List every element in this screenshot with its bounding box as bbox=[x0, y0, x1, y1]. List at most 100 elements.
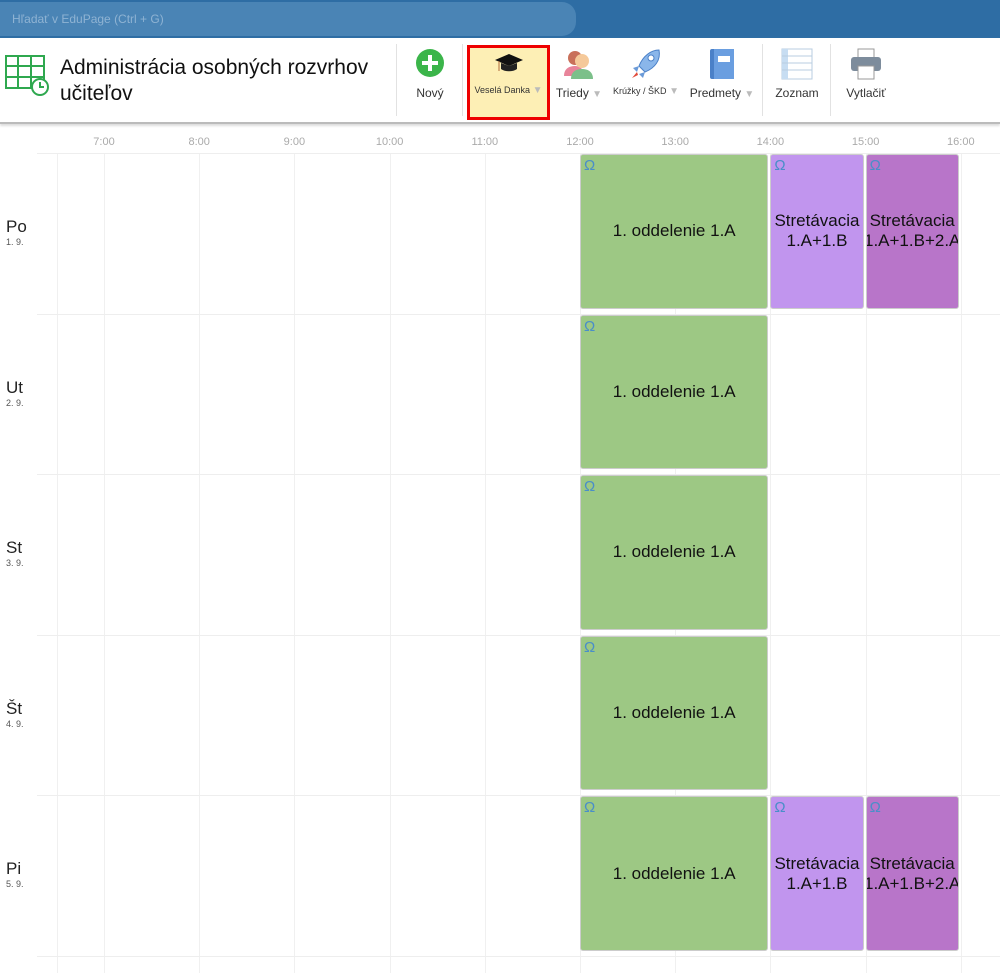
grid-line bbox=[389, 153, 391, 973]
lesson-text-line: Stretávacia bbox=[774, 211, 860, 231]
grid-line bbox=[37, 956, 1000, 957]
grid-line bbox=[770, 153, 772, 973]
lesson-card[interactable]: Ω 1. oddelenie 1.A bbox=[580, 475, 769, 630]
printer-icon bbox=[849, 48, 883, 83]
day-date: 4. 9. bbox=[6, 718, 24, 729]
lesson-title: Stretávacia 1.A+1.B bbox=[774, 211, 859, 251]
chevron-down-icon: ▼ bbox=[744, 89, 755, 100]
hour-label: 12:00 bbox=[566, 136, 594, 148]
lesson-text-line: 1.A+1.B bbox=[786, 873, 848, 893]
substitution-icon: Ω bbox=[869, 799, 881, 817]
substitution-icon: Ω bbox=[774, 799, 786, 817]
grid-line bbox=[104, 153, 105, 973]
lesson-text-line: Stretávacia bbox=[869, 211, 955, 231]
lesson-card[interactable]: Ω Stretávacia 1.A+1.B+2.A bbox=[865, 796, 959, 951]
grid-line bbox=[294, 153, 296, 973]
lesson-card[interactable]: Ω 1. oddelenie 1.A bbox=[580, 314, 769, 470]
grid-line bbox=[960, 153, 962, 973]
header: Administrácia osobných rozvrhov učiteľov… bbox=[0, 38, 1000, 124]
lesson-text-line: 1. oddelenie 1.A bbox=[612, 542, 736, 562]
top-bar: Hľadať v EduPage (Ctrl + G) bbox=[0, 0, 1000, 38]
grid-line bbox=[37, 153, 1000, 154]
day-label: Pi 5. 9. bbox=[6, 859, 24, 889]
day-label: Po 1. 9. bbox=[6, 217, 27, 247]
day-name: St bbox=[6, 538, 23, 558]
search-input[interactable]: Hľadať v EduPage (Ctrl + G) bbox=[0, 2, 576, 36]
rocket-icon bbox=[629, 48, 663, 83]
users-icon bbox=[562, 48, 596, 83]
lesson-title: 1. oddelenie 1.A bbox=[613, 703, 736, 723]
teacher-select-button[interactable]: Veselá Danka ▼ bbox=[467, 45, 550, 120]
substitution-icon: Ω bbox=[584, 638, 596, 656]
hour-label: 14:00 bbox=[756, 136, 785, 148]
lesson-card[interactable]: Ω 1. oddelenie 1.A bbox=[580, 635, 769, 791]
grid-line bbox=[37, 313, 1000, 315]
day-date: 5. 9. bbox=[6, 879, 24, 890]
new-button[interactable]: Nový bbox=[408, 46, 452, 118]
lesson-card[interactable]: Ω Stretávacia 1.A+1.B bbox=[770, 154, 864, 309]
lesson-title: Stretávacia 1.A+1.B bbox=[774, 854, 859, 894]
grid-line bbox=[484, 153, 486, 973]
classes-button[interactable]: Triedy ▼ bbox=[554, 46, 604, 118]
grid-line bbox=[37, 634, 1000, 636]
day-date: 3. 9. bbox=[6, 558, 24, 569]
substitution-icon: Ω bbox=[584, 317, 596, 335]
lesson-title: Stretávacia 1.A+1.B+2.A bbox=[865, 853, 959, 894]
day-name: Ut bbox=[6, 377, 23, 397]
timetable-grid: 7:00 8:00 9:00 10:00 11:00 12:00 13:00 14:00 15:… bbox=[0, 126, 1000, 973]
substitution-icon: Ω bbox=[774, 157, 786, 174]
substitution-icon: Ω bbox=[584, 157, 596, 174]
lesson-card[interactable]: Ω Stretávacia 1.A+1.B+2.A bbox=[865, 154, 959, 309]
grid-line bbox=[199, 153, 201, 973]
hour-label: 16:00 bbox=[947, 136, 975, 148]
hour-label: 13:00 bbox=[661, 136, 689, 148]
hour-label: 7:00 bbox=[93, 136, 115, 148]
day-name: Pi bbox=[6, 859, 22, 879]
chevron-down-icon: ▼ bbox=[532, 85, 543, 96]
lesson-text-line: 1.A+1.B bbox=[786, 231, 848, 251]
substitution-icon: Ω bbox=[584, 799, 596, 817]
grid-line bbox=[37, 474, 1000, 476]
lesson-text-line: Stretávacia bbox=[774, 853, 860, 873]
lesson-title: 1. oddelenie 1.A bbox=[613, 221, 736, 241]
lesson-title: 1. oddelenie 1.A bbox=[613, 864, 736, 884]
page-title: Administrácia osobných rozvrhov učiteľov bbox=[60, 56, 369, 105]
clubs-button[interactable]: Krúžky / ŠKD ▼ bbox=[610, 46, 682, 118]
lesson-text-line: 1. oddelenie 1.A bbox=[612, 221, 736, 241]
day-label: St 3. 9. bbox=[6, 538, 24, 568]
lesson-title: 1. oddelenie 1.A bbox=[613, 542, 736, 562]
substitution-icon: Ω bbox=[869, 157, 881, 174]
hour-label: 10:00 bbox=[375, 136, 404, 148]
hour-label: 8:00 bbox=[188, 136, 210, 148]
day-name: Po bbox=[6, 217, 27, 236]
list-icon bbox=[781, 48, 813, 83]
lesson-title: 1. oddelenie 1.A bbox=[613, 382, 736, 402]
day-label: Št 4. 9. bbox=[6, 699, 24, 729]
lesson-text-line: 1. oddelenie 1.A bbox=[612, 381, 736, 401]
substitution-icon: Ω bbox=[584, 478, 596, 496]
lesson-text-line: 1.A+1.B+2.A bbox=[865, 231, 959, 251]
teacher-name: Veselá Danka bbox=[474, 85, 531, 95]
graduation-cap-icon bbox=[493, 52, 525, 81]
hour-label: 15:00 bbox=[851, 136, 880, 148]
chevron-down-icon: ▼ bbox=[669, 86, 679, 97]
grid-line bbox=[865, 153, 867, 973]
list-button[interactable]: Zoznam bbox=[770, 46, 824, 118]
lesson-text-line: 1. oddelenie 1.A bbox=[612, 703, 736, 723]
lesson-card[interactable]: Ω Stretávacia 1.A+1.B bbox=[770, 796, 864, 951]
book-icon bbox=[708, 48, 736, 83]
lesson-text-line: 1. oddelenie 1.A bbox=[612, 863, 736, 883]
lesson-card[interactable]: Ω 1. oddelenie 1.A bbox=[580, 796, 769, 951]
lesson-text-line: 1.A+1.B+2.A bbox=[865, 873, 959, 893]
grid-line bbox=[37, 795, 1000, 797]
day-date: 2. 9. bbox=[6, 397, 24, 408]
print-button[interactable]: Vytlačiť bbox=[838, 46, 894, 118]
lesson-title: Stretávacia 1.A+1.B+2.A bbox=[865, 211, 959, 251]
hour-label: 9:00 bbox=[283, 136, 306, 148]
lesson-text-line: Stretávacia bbox=[869, 853, 955, 873]
grid-line bbox=[57, 153, 58, 973]
plus-circle-icon bbox=[415, 48, 445, 81]
lesson-card[interactable]: Ω 1. oddelenie 1.A bbox=[580, 154, 769, 309]
day-date: 1. 9. bbox=[6, 237, 24, 247]
subjects-button[interactable]: Predmety ▼ bbox=[686, 46, 758, 118]
